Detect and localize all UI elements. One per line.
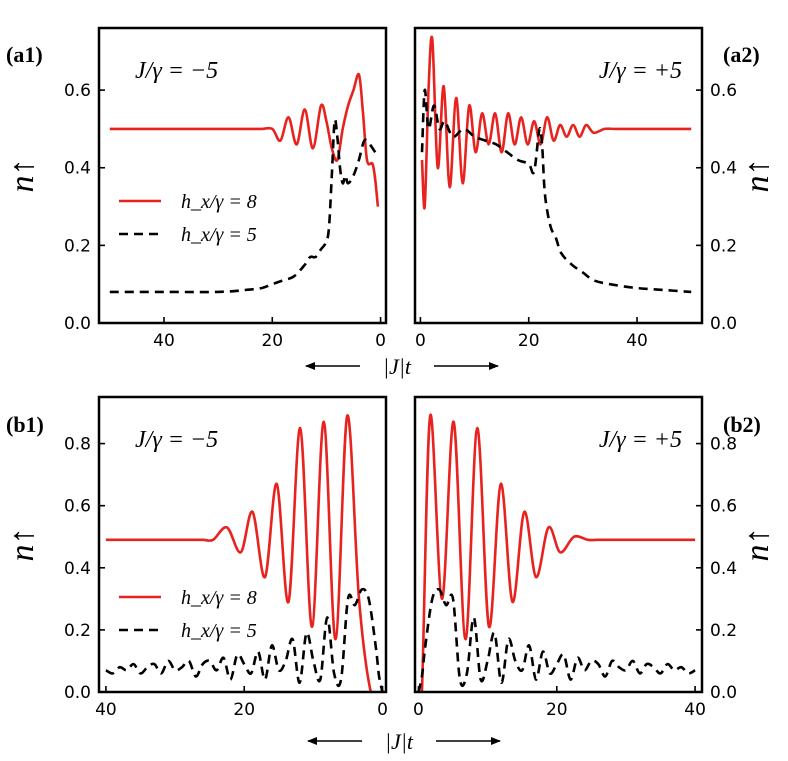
y-tick-label: 0.0 <box>64 314 91 334</box>
panel-annotation: J/γ = −5 <box>135 427 218 453</box>
y-tick-label: 0.6 <box>710 497 737 517</box>
series-line-hx8 <box>420 35 692 210</box>
panel-annotation: J/γ = −5 <box>135 58 218 84</box>
xlabel: |J|t <box>383 354 412 379</box>
panel-a2: 0 20 40 0.0 0.2 0.4 0.6 n↑ (a2) J/γ = +5 <box>413 26 776 351</box>
series-line-hx8 <box>109 72 380 207</box>
y-tick-label: 0.8 <box>64 435 91 455</box>
legend-label: h_x/γ = 5 <box>181 224 257 246</box>
x-tick-label: 20 <box>518 331 540 351</box>
x-tick-label: 40 <box>153 331 175 351</box>
panel-label: (a2) <box>723 42 760 67</box>
xlabel-top: |J|t <box>305 354 499 379</box>
y-tick-label: 0.6 <box>710 81 737 101</box>
panel-label: (b1) <box>6 412 44 437</box>
axes-frame <box>413 26 704 325</box>
series-line-hx5 <box>105 587 384 692</box>
y-tick-label: 0.4 <box>710 159 737 179</box>
panel-b2: 0 20 400.0 0.2 0.4 0.6 0.8 n↑ (b2) J/γ = +5 <box>413 395 776 720</box>
series-line-hx5 <box>420 88 692 294</box>
panel-label: (b2) <box>723 412 761 437</box>
panel-annotation: J/γ = +5 <box>599 427 682 453</box>
x-tick-label: 20 <box>233 700 255 720</box>
y-tick-label: 0.0 <box>64 683 91 703</box>
panel-a1: 40 20 0 0.0 0.2 0.4 0.6 n↑ (a1) J/γ = −5 h_x/γ = 8… <box>4 26 388 351</box>
x-tick-label: 0 <box>413 700 424 720</box>
axes-frame <box>97 26 388 325</box>
panel-annotation: J/γ = +5 <box>599 58 682 84</box>
legend-label: h_x/γ = 8 <box>181 191 257 213</box>
series-line-hx5 <box>109 118 379 294</box>
y-tick-label: 0.4 <box>64 559 91 579</box>
y-axis-label: n↑ <box>4 528 41 562</box>
x-tick-label: 0 <box>415 331 426 351</box>
series-line-hx5 <box>417 587 696 692</box>
x-tick-label: 0 <box>377 700 388 720</box>
legend: h_x/γ = 8 h_x/γ = 5 <box>119 191 257 246</box>
y-tick-label: 0.4 <box>64 159 91 179</box>
x-tick-label: 40 <box>626 331 648 351</box>
y-tick-label: 0.0 <box>710 683 737 703</box>
y-tick-label: 0.2 <box>64 236 91 256</box>
legend: h_x/γ = 8 h_x/γ = 5 <box>119 587 257 642</box>
y-axis-label: n↑ <box>739 159 776 193</box>
series-line-hx8 <box>105 414 383 692</box>
y-tick-label: 0.6 <box>64 81 91 101</box>
x-tick-label: 20 <box>546 700 568 720</box>
y-tick-label: 0.0 <box>710 314 737 334</box>
panel-b1: 40 20 0 0.0 0.2 0.4 0.6 0.8 n↑ (b1) J/γ = −5 h_x/γ … <box>4 395 388 720</box>
series-line-hx8 <box>417 413 696 692</box>
xlabel: |J|t <box>385 729 414 754</box>
y-tick-label: 0.2 <box>64 621 91 641</box>
xlabel-bottom: |J|t <box>307 729 501 754</box>
y-axis-label: n↑ <box>4 159 41 193</box>
y-tick-label: 0.2 <box>710 621 737 641</box>
panel-label: (a1) <box>6 42 43 67</box>
legend-label: h_x/γ = 8 <box>181 587 257 609</box>
x-tick-label: 40 <box>684 700 706 720</box>
y-tick-label: 0.8 <box>710 435 737 455</box>
y-axis-label: n↑ <box>739 528 776 562</box>
x-tick-label: 20 <box>261 331 283 351</box>
legend-label: h_x/γ = 5 <box>181 620 257 642</box>
y-tick-label: 0.4 <box>710 559 737 579</box>
x-tick-label: 40 <box>95 700 117 720</box>
y-tick-label: 0.2 <box>710 236 737 256</box>
x-tick-label: 0 <box>375 331 386 351</box>
axes-frame <box>97 395 388 694</box>
axes-frame <box>413 395 704 694</box>
y-tick-label: 0.6 <box>64 497 91 517</box>
